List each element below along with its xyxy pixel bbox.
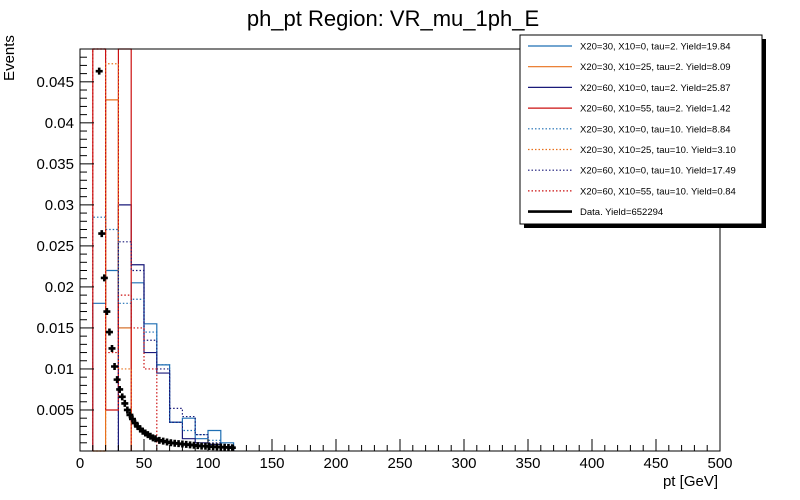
series-layer bbox=[92, 48, 235, 452]
data-point bbox=[128, 415, 136, 423]
x-tick-label: 500 bbox=[707, 455, 732, 472]
y-axis: 0.005 0.01 0.015 0.02 0.025 0.03 0.035 0.04 0.04… bbox=[36, 56, 94, 444]
series-4-histogram bbox=[92, 48, 132, 451]
legend-entry: X20=30, X10=0, tau=2. Yield=19.84 bbox=[580, 42, 731, 53]
y-tick-label: 0.02 bbox=[45, 279, 74, 296]
series-8-histogram bbox=[92, 48, 158, 451]
data-point bbox=[152, 435, 160, 443]
x-tick-label: 100 bbox=[195, 455, 220, 472]
data-point bbox=[121, 399, 129, 407]
legend-entry: X20=60, X10=55, tau=2. Yield=1.42 bbox=[580, 104, 731, 115]
data-point bbox=[103, 308, 111, 316]
legend-entry: X20=60, X10=0, tau=2. Yield=25.87 bbox=[580, 83, 731, 94]
x-tick-label: 0 bbox=[76, 455, 84, 472]
data-point bbox=[123, 406, 131, 414]
series-6-histogram bbox=[92, 63, 132, 452]
data-point bbox=[118, 393, 126, 401]
legend-entry: X20=30, X10=25, tau=2. Yield=8.09 bbox=[580, 62, 731, 73]
legend-entry: X20=60, X10=0, tau=10. Yield=17.49 bbox=[580, 166, 736, 177]
series-5-histogram bbox=[92, 216, 235, 451]
y-tick-label: 0.015 bbox=[36, 320, 74, 337]
y-tick-label: 0.005 bbox=[36, 402, 74, 419]
y-tick-label: 0.025 bbox=[36, 238, 74, 255]
data-point bbox=[228, 444, 236, 452]
x-tick-label: 400 bbox=[579, 455, 604, 472]
legend-box bbox=[519, 34, 763, 225]
x-tick-label: 50 bbox=[136, 455, 153, 472]
y-axis-label: Events bbox=[1, 35, 18, 81]
x-tick-label: 150 bbox=[259, 455, 284, 472]
data-point bbox=[98, 230, 106, 238]
x-axis: 0 50 100 150 200 250 300 350 400 450 500 bbox=[76, 439, 733, 472]
series-7-histogram bbox=[117, 241, 235, 451]
series-3-histogram bbox=[117, 204, 235, 451]
y-tick-label: 0.045 bbox=[36, 74, 74, 91]
series-1-histogram bbox=[92, 269, 235, 451]
x-axis-label: pt [GeV] bbox=[663, 473, 718, 490]
legend-entry: X20=60, X10=55, tau=10. Yield=0.84 bbox=[580, 186, 736, 197]
data-point bbox=[95, 67, 103, 75]
legend: X20=30, X10=0, tau=2. Yield=19.84 X20=30,… bbox=[519, 34, 766, 228]
x-tick-label: 250 bbox=[387, 455, 412, 472]
x-tick-label: 350 bbox=[515, 455, 540, 472]
series-2-histogram bbox=[92, 99, 132, 452]
legend-entry: X20=30, X10=0, tau=10. Yield=8.84 bbox=[580, 124, 731, 135]
y-tick-label: 0.04 bbox=[45, 115, 74, 132]
data-point bbox=[113, 376, 121, 384]
x-tick-label: 200 bbox=[323, 455, 348, 472]
data-point bbox=[100, 274, 108, 282]
y-tick-label: 0.01 bbox=[45, 361, 74, 378]
data-points-layer bbox=[95, 67, 236, 452]
data-point bbox=[111, 362, 119, 370]
data-point bbox=[116, 385, 124, 393]
data-point bbox=[108, 344, 116, 352]
chart-title: ph_pt Region: VR_mu_1ph_E bbox=[247, 6, 539, 31]
y-tick-label: 0.035 bbox=[36, 156, 74, 173]
x-tick-label: 300 bbox=[451, 455, 476, 472]
data-point bbox=[126, 411, 134, 419]
legend-entry: X20=30, X10=25, tau=10. Yield=3.10 bbox=[580, 145, 736, 156]
x-tick-label: 450 bbox=[643, 455, 668, 472]
y-tick-label: 0.03 bbox=[45, 197, 74, 214]
legend-entry: Data. Yield=652294 bbox=[580, 207, 663, 218]
data-point bbox=[105, 328, 113, 336]
